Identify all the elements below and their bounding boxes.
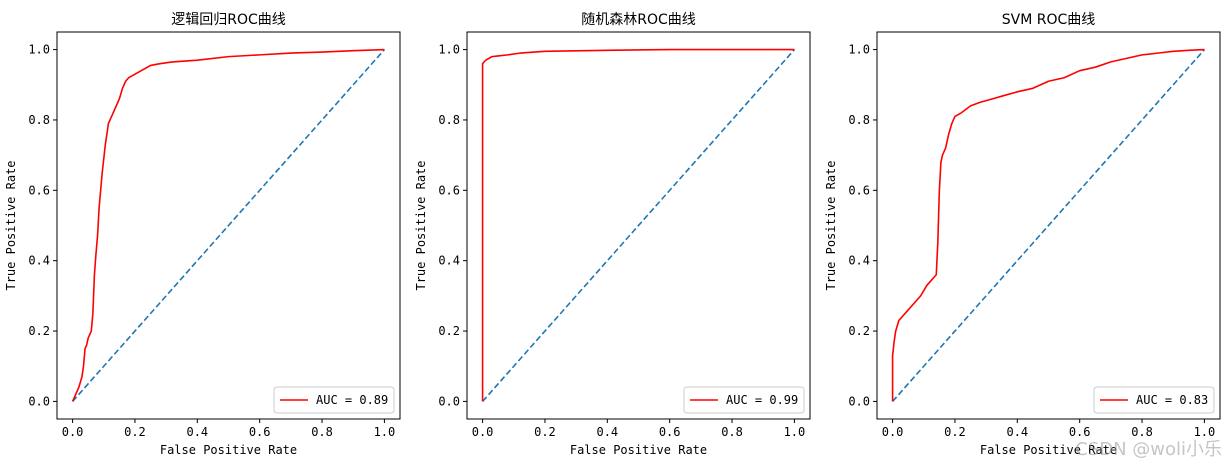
plot-frame	[466, 31, 811, 420]
y-tick-label: 0.0	[438, 394, 460, 408]
chart-title: 随机森林ROC曲线	[581, 12, 696, 28]
x-tick-label: 0.8	[721, 425, 743, 439]
x-tick-label: 0.2	[944, 425, 966, 439]
y-tick-label: 0.2	[438, 324, 460, 338]
chart-title: 逻辑回归ROC曲线	[171, 11, 286, 28]
legend-label: AUC = 0.83	[1136, 393, 1208, 407]
legend-label: AUC = 0.89	[316, 393, 388, 407]
watermark-text: CSDN @woli小乐	[1075, 439, 1222, 460]
legend-label: AUC = 0.99	[726, 393, 798, 407]
roc-panel-2: 随机森林ROC曲线 0.0 0.2 0.4 0.6 0.8 1.0 0.0 0.2 0.4 0.6 0…	[414, 12, 811, 457]
roc-curve-series	[891, 48, 1205, 402]
x-axis-label: False Positive Rate	[570, 443, 707, 457]
chart-title: SVM ROC曲线	[1002, 12, 1096, 28]
y-tick-label: 0.8	[438, 113, 460, 127]
y-tick-label: 0.2	[848, 324, 870, 338]
x-tick-label: 0.4	[1006, 425, 1028, 439]
y-tick-label: 0.4	[28, 254, 50, 268]
roc-curve-series	[481, 48, 795, 402]
x-tick-label: 0.2	[534, 425, 556, 439]
x-tick-label: 0.0	[62, 425, 84, 439]
y-tick-label: 1.0	[28, 43, 50, 57]
x-tick-label: 0.0	[882, 425, 904, 439]
x-tick-label: 0.6	[1069, 425, 1091, 439]
y-tick-label: 1.0	[438, 43, 460, 57]
x-axis-label: False Positive Rate	[980, 443, 1117, 457]
y-tick-label: 0.6	[438, 183, 460, 197]
y-tick-label: 0.4	[848, 254, 870, 268]
x-tick-label: 0.4	[186, 425, 208, 439]
roc-panel-3: SVM ROC曲线 0.0 0.2 0.4 0.6 0.8 1.0 0.0 0.2 0.4 0.6 0…	[824, 12, 1221, 457]
x-tick-label: 1.0	[374, 425, 396, 439]
plot-frame	[56, 31, 401, 420]
y-tick-label: 0.0	[848, 394, 870, 408]
y-axis-label: True Positive Rate	[414, 160, 428, 290]
legend-box	[683, 386, 805, 414]
x-tick-label: 1.0	[1194, 425, 1216, 439]
y-axis-label: True Positive Rate	[824, 160, 838, 290]
legend-box	[273, 386, 395, 414]
diagonal-reference-line	[481, 49, 796, 402]
x-tick-label: 0.4	[596, 425, 618, 439]
y-tick-label: 1.0	[848, 43, 870, 57]
y-tick-label: 0.0	[28, 394, 50, 408]
x-tick-label: 0.6	[659, 425, 681, 439]
x-axis-label: False Positive Rate	[160, 443, 297, 457]
x-tick-label: 0.6	[249, 425, 271, 439]
y-tick-label: 0.2	[28, 324, 50, 338]
diagonal-reference-line	[71, 49, 386, 402]
y-tick-label: 0.8	[848, 113, 870, 127]
y-tick-label: 0.6	[28, 183, 50, 197]
y-tick-label: 0.4	[438, 254, 460, 268]
y-tick-label: 0.6	[848, 183, 870, 197]
diagonal-reference-line	[891, 49, 1206, 402]
x-tick-label: 0.8	[311, 425, 333, 439]
roc-curve-series	[71, 48, 385, 402]
x-tick-label: 0.8	[1131, 425, 1153, 439]
x-tick-label: 0.2	[124, 425, 146, 439]
plot-frame	[876, 31, 1221, 420]
x-tick-label: 1.0	[784, 425, 806, 439]
legend-box	[1093, 386, 1215, 414]
roc-panel-1: 逻辑回归ROC曲线 0.0 0.2 0.4 0.6 0.8 1.0 0.0 0.2 0.4 0.6 0…	[4, 11, 401, 457]
y-axis-label: True Positive Rate	[4, 160, 18, 290]
x-tick-label: 0.0	[472, 425, 494, 439]
y-tick-label: 0.8	[28, 113, 50, 127]
